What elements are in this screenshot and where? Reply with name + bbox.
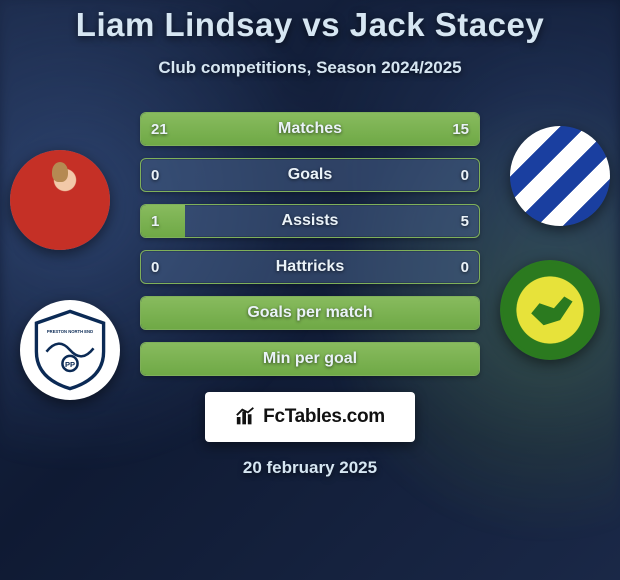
- stat-label: Assists: [141, 205, 479, 237]
- stat-fill: [141, 205, 185, 237]
- brand-text: FcTables.com: [263, 406, 385, 428]
- page-title: Liam Lindsay vs Jack Stacey: [76, 6, 544, 44]
- snapshot-date: 20 february 2025: [243, 458, 377, 478]
- stat-row-matches: 21 Matches 15: [140, 112, 480, 146]
- brand-logo-icon: [235, 406, 257, 428]
- comparison-card: Liam Lindsay vs Jack Stacey Club competi…: [0, 0, 620, 580]
- stat-row-hattricks: 0 Hattricks 0: [140, 250, 480, 284]
- stat-row-goals: 0 Goals 0: [140, 158, 480, 192]
- stat-label: Goals: [141, 159, 479, 191]
- brand-badge: FcTables.com: [205, 392, 415, 442]
- stat-right-value: 5: [451, 205, 479, 237]
- page-subtitle: Club competitions, Season 2024/2025: [158, 58, 461, 78]
- svg-text:PRESTON NORTH END: PRESTON NORTH END: [47, 329, 93, 334]
- stat-fill: [141, 297, 479, 329]
- stat-right-value: 0: [451, 159, 479, 191]
- stat-right-value: 0: [451, 251, 479, 283]
- stat-left-value: 0: [141, 251, 169, 283]
- club-right-crest: [500, 260, 600, 360]
- stat-label: Hattricks: [141, 251, 479, 283]
- stat-row-goals-per-match: Goals per match: [140, 296, 480, 330]
- stats-list: 21 Matches 15 0 Goals 0 1 Assists 5 0 Ha…: [140, 112, 480, 376]
- stat-row-assists: 1 Assists 5: [140, 204, 480, 238]
- player-right-avatar: [510, 126, 610, 226]
- player-left-avatar: [10, 150, 110, 250]
- stat-fill: [141, 343, 479, 375]
- svg-text:PP: PP: [65, 360, 75, 369]
- club-left-crest: PP PRESTON NORTH END: [20, 300, 120, 400]
- stat-fill: [141, 113, 479, 145]
- stat-row-min-per-goal: Min per goal: [140, 342, 480, 376]
- stat-left-value: 0: [141, 159, 169, 191]
